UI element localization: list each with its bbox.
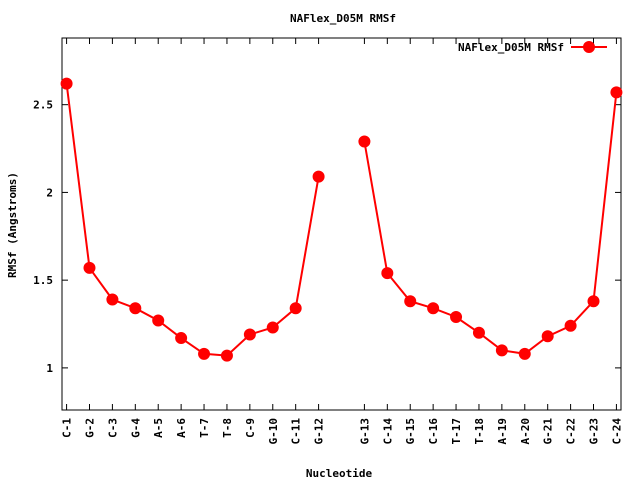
data-point: [60, 77, 73, 90]
data-point: [495, 344, 508, 357]
data-point: [312, 170, 325, 183]
data-point: [83, 261, 96, 274]
data-point: [243, 328, 256, 341]
x-tick-label: T-7: [198, 418, 211, 438]
data-point: [564, 319, 577, 332]
data-point: [152, 314, 165, 327]
legend-label: NAFlex_D05M RMSf: [458, 41, 564, 54]
plot-frame: [61, 37, 622, 411]
data-point: [518, 347, 531, 360]
x-tick-label: C-11: [290, 418, 303, 445]
y-axis-label: RMSf (Angstroms): [6, 172, 19, 278]
x-tick-label: G-21: [542, 418, 555, 445]
y-tick-label: 1: [46, 362, 53, 375]
chart-title: NAFlex_D05M RMSf: [290, 12, 396, 25]
x-tick-label: A-20: [519, 418, 532, 445]
x-tick-label: C-3: [106, 418, 119, 438]
series-line: [65, 83, 320, 357]
x-tick-label: C-14: [381, 418, 394, 445]
x-tick-label: A-19: [496, 418, 509, 445]
plot-area: 1 1.5 2 2.5 C-1 G-2 C-3 G-4 A-5 A-6 T-7 T-8 C-9 G-10 C…: [33, 37, 623, 445]
x-tick-label: A-6: [175, 418, 188, 438]
x-tick-label: C-9: [244, 418, 257, 438]
legend: NAFlex_D05M RMSf: [458, 41, 607, 54]
y-tick-label: 2.5: [33, 99, 53, 112]
x-axis-label: Nucleotide: [306, 467, 373, 480]
x-tick-label: C-1: [61, 418, 74, 438]
data-point: [427, 302, 440, 315]
x-tick-label: T-17: [450, 418, 463, 445]
data-point: [129, 302, 142, 315]
x-tick-label: G-15: [404, 418, 417, 445]
y-tick-label: 1.5: [33, 274, 53, 287]
x-tick-label: G-4: [129, 418, 142, 438]
y-tick-label: 2: [46, 186, 53, 199]
x-tick-label: A-5: [152, 418, 165, 438]
data-point: [587, 295, 600, 308]
series-line: [363, 92, 618, 355]
data-point: [610, 86, 623, 99]
data-point: [289, 302, 302, 315]
data-point: [106, 293, 119, 306]
x-tick-label: T-18: [473, 418, 486, 445]
x-tick-label: G-23: [588, 418, 601, 445]
x-tick-label: G-12: [313, 418, 326, 445]
data-point: [358, 135, 371, 148]
data-point: [175, 332, 188, 345]
x-tick-label: C-24: [610, 418, 623, 445]
x-tick-label: G-2: [83, 418, 96, 438]
data-point: [541, 330, 554, 343]
legend-marker: [583, 41, 595, 53]
data-point: [450, 311, 463, 323]
data-point: [472, 326, 485, 339]
data-point: [266, 321, 279, 334]
data-point: [198, 347, 211, 360]
data-point: [220, 349, 233, 362]
x-tick-label: G-10: [267, 418, 280, 445]
data-point: [381, 267, 394, 280]
x-tick-label: C-16: [427, 418, 440, 445]
x-tick-label: C-22: [565, 418, 578, 445]
data-point: [404, 295, 417, 308]
x-tick-label: T-8: [221, 418, 234, 438]
x-tick-label: G-13: [358, 418, 371, 445]
